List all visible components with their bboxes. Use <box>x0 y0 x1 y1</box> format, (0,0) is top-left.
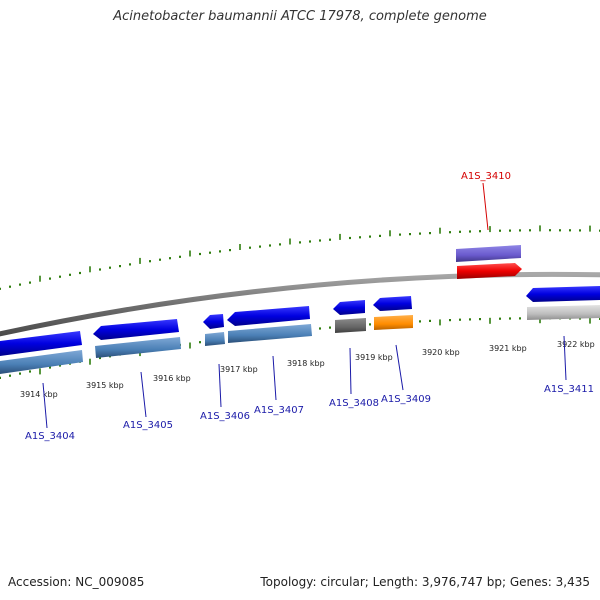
leader-A1S_3408 <box>349 347 352 395</box>
feature-bar-A1S_3411 <box>527 305 600 320</box>
gene-label-A1S_3404[interactable]: A1S_3404 <box>25 431 75 442</box>
tick-label-3917: 3917 kbp <box>220 365 258 374</box>
genome-title: Acinetobacter baumannii ATCC 17978, comp… <box>113 9 487 24</box>
gene-arrow-A1S_3406[interactable] <box>203 314 224 329</box>
tick-label-3916: 3916 kbp <box>153 374 191 383</box>
leader-A1S_3407 <box>272 355 277 401</box>
feature-bar-A1S_3410 <box>456 245 521 262</box>
gene-label-A1S_3409[interactable]: A1S_3409 <box>381 394 431 405</box>
feature-bar-A1S_3407 <box>228 324 312 343</box>
gene-arrow-A1S_3409[interactable] <box>373 296 412 311</box>
tick-label-3915: 3915 kbp <box>86 381 124 390</box>
outer-tick-ring <box>0 225 600 290</box>
accession-text: Accession: NC_009085 <box>8 575 145 589</box>
leader-A1S_3405 <box>140 371 147 418</box>
tick-label-3922: 3922 kbp <box>557 340 595 349</box>
plus-strand-track <box>456 245 522 279</box>
tick-label-3921: 3921 kbp <box>489 344 527 353</box>
leader-A1S_3410 <box>482 182 489 231</box>
feature-track <box>0 305 600 374</box>
tick-label-3919: 3919 kbp <box>355 353 393 362</box>
feature-bar-A1S_3405 <box>95 337 181 358</box>
gene-label-A1S_3406[interactable]: A1S_3406 <box>200 411 250 422</box>
gene-arrow-A1S_3408[interactable] <box>333 300 365 315</box>
genome-summary-text: Topology: circular; Length: 3,976,747 bp… <box>260 575 590 589</box>
gene-arrow-A1S_3411[interactable] <box>526 286 600 302</box>
gene-arrow-A1S_3405[interactable] <box>93 319 179 340</box>
gene-arrow-A1S_3407[interactable] <box>227 306 310 326</box>
leader-A1S_3404 <box>42 382 48 429</box>
gene-label-A1S_3410[interactable]: A1S_3410 <box>461 171 511 182</box>
tick-label-3920: 3920 kbp <box>422 348 460 357</box>
leader-A1S_3406 <box>218 363 222 408</box>
gene-label-A1S_3408[interactable]: A1S_3408 <box>329 398 379 409</box>
gene-arrow-A1S_3410[interactable] <box>457 263 522 279</box>
gene-label-A1S_3411[interactable]: A1S_3411 <box>544 384 594 395</box>
tick-label-3918: 3918 kbp <box>287 359 325 368</box>
feature-bar-A1S_3406 <box>205 332 225 346</box>
leader-A1S_3411 <box>563 335 567 381</box>
tick-label-3914: 3914 kbp <box>20 390 58 399</box>
feature-bar-A1S_3409 <box>374 315 413 330</box>
gene-label-A1S_3407[interactable]: A1S_3407 <box>254 405 304 416</box>
axis-labels: 3914 kbp 3915 kbp 3916 kbp 3917 kbp 3918… <box>20 340 595 399</box>
gene-label-A1S_3405[interactable]: A1S_3405 <box>123 420 173 431</box>
leader-lines <box>42 182 567 429</box>
gene-labels: A1S_3404 A1S_3405 A1S_3406 A1S_3407 A1S_… <box>25 171 594 442</box>
feature-bar-A1S_3408 <box>335 318 366 333</box>
gene-arrow-A1S_3404[interactable] <box>0 331 82 356</box>
cds-track <box>0 286 600 356</box>
feature-bar-A1S_3404 <box>0 350 83 374</box>
leader-A1S_3409 <box>395 344 404 391</box>
genome-backbone <box>0 271 600 337</box>
